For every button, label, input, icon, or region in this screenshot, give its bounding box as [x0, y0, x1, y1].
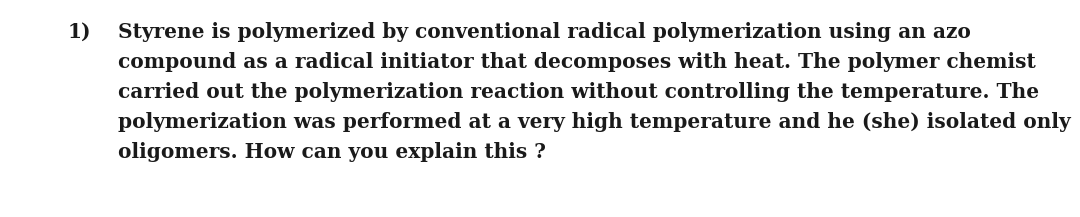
Text: 1): 1): [68, 22, 92, 42]
Text: compound as a radical initiator that decomposes with heat. The polymer chemist: compound as a radical initiator that dec…: [118, 52, 1036, 72]
Text: Styrene is polymerized by conventional radical polymerization using an azo: Styrene is polymerized by conventional r…: [118, 22, 971, 42]
Text: polymerization was performed at a very high temperature and he (she) isolated on: polymerization was performed at a very h…: [118, 112, 1070, 132]
Text: carried out the polymerization reaction without controlling the temperature. The: carried out the polymerization reaction …: [118, 82, 1039, 102]
Text: oligomers. How can you explain this ?: oligomers. How can you explain this ?: [118, 142, 545, 162]
